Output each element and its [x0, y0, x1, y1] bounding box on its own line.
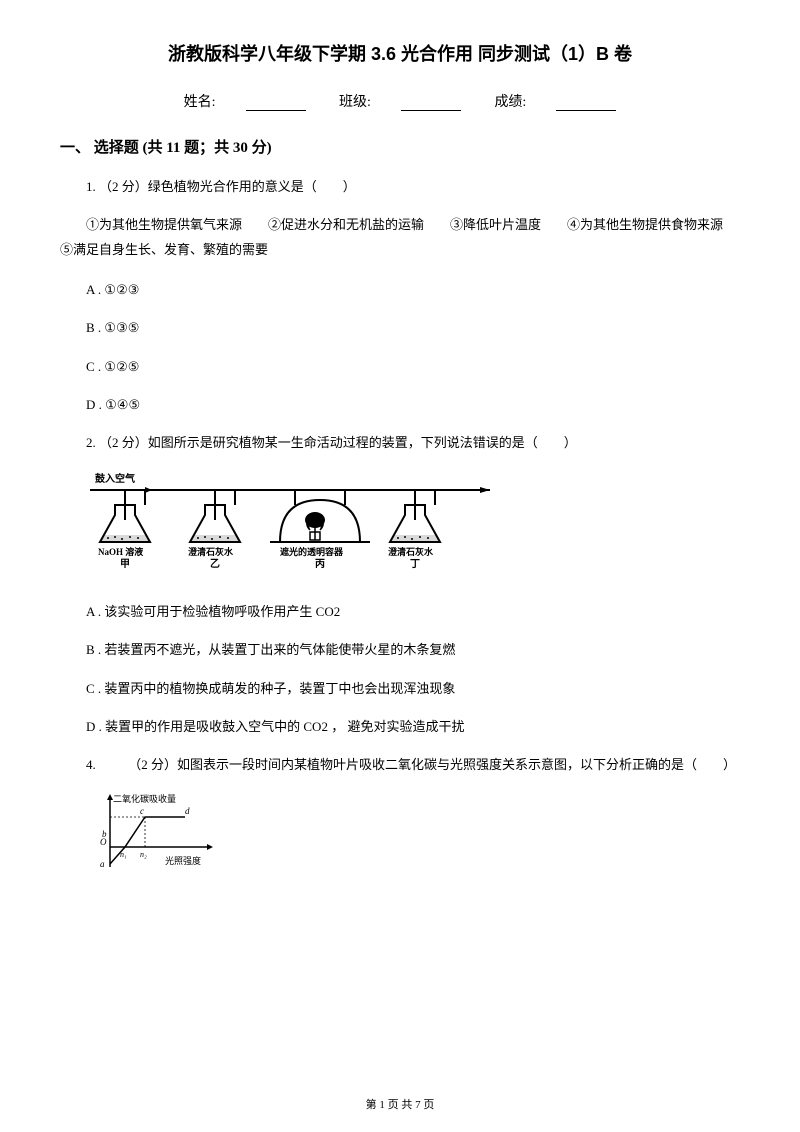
class-underline: [401, 97, 461, 111]
svg-text:丙: 丙: [315, 558, 325, 570]
svg-text:丁: 丁: [410, 558, 420, 570]
q2-optD: D . 装置甲的作用是吸收鼓入空气中的 CO2 ， 避免对实验造成干扰: [60, 715, 740, 738]
q1-optD: D . ①④⑤: [60, 393, 740, 416]
svg-text:遮光的透明容器: 遮光的透明容器: [280, 546, 344, 557]
q4-stem: 4. （2 分）如图表示一段时间内某植物叶片吸收二氧化碳与光照强度关系示意图，以…: [60, 753, 740, 776]
svg-text:甲: 甲: [120, 558, 130, 570]
graph-diagram: 二氧化碳吸收量 光照强度 a b c d O n₁ n₂: [60, 792, 740, 882]
info-line: 姓名: 班级: 成绩:: [60, 91, 740, 111]
svg-text:c: c: [140, 806, 144, 816]
q2-optC: C . 装置丙中的植物换成萌发的种子，装置丁中也会出现浑浊现象: [60, 677, 740, 700]
score-underline: [556, 97, 616, 111]
svg-text:n₂: n₂: [140, 850, 147, 859]
svg-text:NaOH 溶液: NaOH 溶液: [98, 546, 144, 557]
svg-text:乙: 乙: [210, 558, 220, 570]
q1-optB: B . ①③⑤: [60, 316, 740, 339]
svg-text:澄清石灰水: 澄清石灰水: [188, 546, 234, 557]
svg-text:n₁: n₁: [120, 850, 127, 859]
q2-optA: A . 该实验可用于检验植物呼吸作用产生 CO2: [60, 600, 740, 623]
section-header: 一、 选择题 (共 11 题；共 30 分): [60, 136, 740, 157]
q1-stem: 1. （2 分）绿色植物光合作用的意义是（ ）: [60, 175, 740, 198]
svg-text:d: d: [185, 806, 190, 816]
q1-optA: A . ①②③: [60, 278, 740, 301]
svg-text:澄清石灰水: 澄清石灰水: [388, 546, 434, 557]
name-label: 姓名:: [184, 95, 216, 110]
class-label: 班级:: [339, 95, 371, 110]
graph-svg: 二氧化碳吸收量 光照强度 a b c d O n₁ n₂: [90, 792, 220, 877]
q2-stem: 2. （2 分）如图所示是研究植物某一生命活动过程的装置，下列说法错误的是（ ）: [60, 431, 740, 454]
score-label: 成绩:: [494, 95, 526, 110]
flask-svg: 鼓入空气 NaOH 溶液 甲 澄清石灰水 乙 遮光的透明容器: [90, 470, 490, 580]
svg-text:光照强度: 光照强度: [165, 855, 201, 866]
svg-text:a: a: [100, 859, 105, 869]
page-footer: 第 1 页 共 7 页: [0, 1096, 800, 1112]
q1-statement: ①为其他生物提供氧气来源 ②促进水分和无机盐的运输 ③降低叶片温度 ④为其他生物…: [60, 213, 740, 262]
page-title: 浙教版科学八年级下学期 3.6 光合作用 同步测试（1）B 卷: [60, 40, 740, 66]
svg-text:O: O: [100, 837, 107, 847]
air-in-label: 鼓入空气: [95, 472, 135, 485]
q1-optC: C . ①②⑤: [60, 355, 740, 378]
svg-text:二氧化碳吸收量: 二氧化碳吸收量: [113, 793, 176, 804]
name-underline: [246, 97, 306, 111]
q2-optB: B . 若装置丙不遮光，从装置丁出来的气体能使带火星的木条复燃: [60, 638, 740, 661]
flask-diagram: 鼓入空气 NaOH 溶液 甲 澄清石灰水 乙 遮光的透明容器: [90, 470, 740, 585]
